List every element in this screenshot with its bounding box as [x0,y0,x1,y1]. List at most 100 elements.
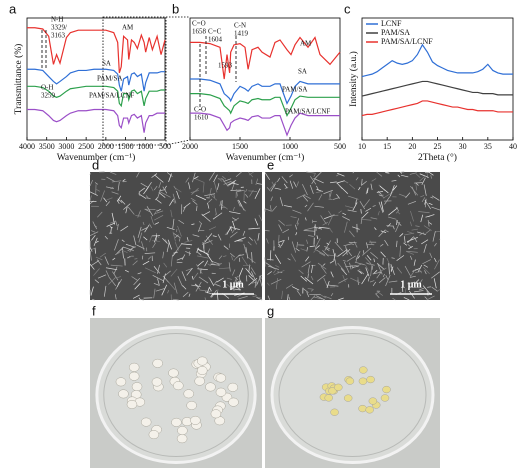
series-line [361,43,513,78]
sem-fiber [362,247,372,256]
sem-fiber [185,251,192,255]
sem-fiber [306,292,310,298]
sem-fiber [315,190,323,194]
sem-fiber [153,185,158,191]
sem-fiber [352,226,360,230]
sem-fiber [254,277,263,285]
sem-fiber [271,205,277,212]
sem-fiber [216,291,219,301]
sem-fiber [336,180,345,184]
sem-fiber [153,282,160,286]
sem-fiber [176,190,180,200]
sem-fiber [434,242,437,247]
sem-fiber [414,290,424,293]
sem-fiber [423,244,427,253]
sem-fiber [338,278,348,284]
sem-fiber [274,187,282,190]
sem-fiber [428,171,434,176]
sem-fiber [378,193,385,199]
sem-fiber [226,284,235,292]
x-tick-label: 4000 [19,142,35,151]
sem-fiber [222,176,227,180]
sem-fiber [431,195,440,201]
sem-fiber [328,227,333,233]
sem-fiber [188,182,191,190]
sem-fiber [270,196,273,202]
sem-fiber [242,230,246,236]
sem-fiber [212,235,217,237]
petri-dish [270,326,435,464]
sem-fiber [315,226,317,231]
sem-fiber [306,171,316,174]
sem-fiber [144,208,151,213]
sem-fiber [380,251,386,258]
sem-fiber [365,267,370,277]
sem-fiber [170,209,173,218]
sem-fiber [365,207,372,212]
sem-fiber [158,182,162,189]
sem-fiber [324,240,332,251]
sem-fiber [191,284,201,288]
sem-fiber [388,263,390,275]
sem-fiber [238,295,248,300]
sem-fiber [372,205,376,207]
sem-fiber [142,221,145,225]
sem-fiber [91,235,96,241]
sem-fiber [258,275,263,287]
sem-fiber [392,185,398,191]
sem-fiber [167,239,172,250]
panel-label: e [267,157,274,172]
sem-fiber [314,238,321,249]
sem-fiber [327,284,339,287]
sem-fiber [235,286,241,290]
sem-fiber [391,180,397,182]
sem-fiber [105,270,110,277]
sem-fiber [99,252,106,258]
sem-fiber [266,238,269,244]
sem-fiber [132,294,140,299]
sem-fiber [217,234,222,241]
sem-fiber [230,288,241,291]
sem-fiber [122,246,134,251]
sem-fiber [332,248,336,257]
sem-fiber [112,257,116,261]
sem-fiber [340,268,348,276]
sem-fiber [93,268,100,276]
sem-fiber [120,225,129,232]
sem-fiber [295,232,298,236]
sem-fiber [313,296,323,300]
sem-fiber [415,183,419,186]
sem-fiber [412,267,421,272]
sem-fiber [191,223,195,225]
sem-fiber [138,187,146,193]
sem-fiber [291,241,297,253]
bead [128,371,140,381]
sem-fiber [409,185,419,196]
sem-fiber [386,225,393,227]
sem-fiber [89,195,92,202]
sem-fiber [313,249,316,253]
sem-fiber [89,250,92,261]
sem-fiber [213,174,218,183]
sem-fiber [159,189,166,192]
sem-fiber [198,221,202,225]
sem-fiber [378,229,386,237]
sem-fiber [281,176,288,184]
sem-fiber [188,293,191,297]
y-axis-label: Intensity (a.u.) [348,51,359,107]
sem-fiber [392,297,396,301]
sem-fiber [264,257,267,267]
sem-fiber [173,251,178,254]
sem-fiber [308,235,314,237]
sem-fiber [278,224,283,232]
sem-fiber [390,263,395,275]
sem-fiber [317,262,327,270]
sem-fiber [391,257,395,259]
sem-fiber [359,270,365,275]
sem-fiber [342,260,347,262]
sem-fiber [232,217,237,221]
sem-fiber [177,225,182,237]
sem-fiber [243,201,247,204]
bead [186,400,197,410]
bead [227,382,239,392]
